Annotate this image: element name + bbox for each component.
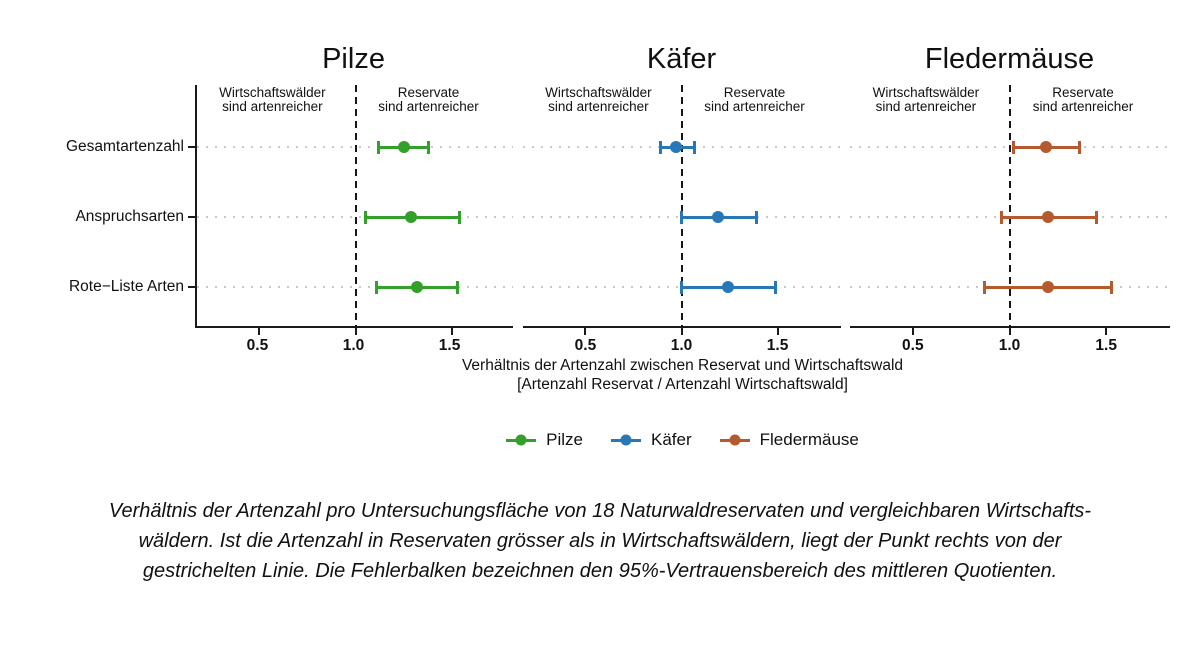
chart-panel-2: Wirtschaftswälder sind artenreicher Reserv… [850, 85, 1170, 335]
annotation-left-line1: Wirtschaftswälder [545, 85, 652, 100]
chart-panel-0: Wirtschaftswälder sind artenreicher Reserv… [195, 85, 513, 335]
legend-key-dot [729, 434, 741, 446]
y-category-label: Rote−Liste Arten [68, 278, 184, 295]
x-axis-tick [258, 328, 261, 335]
y-category-label: Gesamtartenzahl [65, 138, 184, 155]
legend-label: Fledermäuse [759, 430, 859, 449]
x-axis-tick [911, 328, 914, 335]
chart-panel-1: Wirtschaftswälder sind artenreicher Reserv… [523, 85, 841, 335]
y-axis-tick [188, 216, 195, 218]
x-axis-title-line2: [Artenzahl Reservat / Artenzahl Wirtscha… [517, 376, 848, 393]
annotation-right-line1: Reservate [723, 85, 786, 100]
error-bar-cap [754, 210, 758, 224]
annotation-right-line2: sind artenreicher [1032, 99, 1134, 114]
x-axis-tick [450, 328, 453, 335]
panel-title: Fledermäuse [924, 43, 1095, 75]
panel-title: Pilze [322, 43, 385, 75]
legend: Pilze Käfer Fledermäuse [195, 430, 1170, 450]
error-bar-cap [1077, 140, 1081, 154]
error-bar-cap [1000, 210, 1004, 224]
annotation-left-line2: sind artenreicher [548, 99, 649, 114]
error-bar-cap [680, 280, 684, 294]
x-axis-tick [584, 328, 587, 335]
x-tick-label: 0.5 [246, 337, 269, 354]
data-point [1042, 211, 1055, 223]
x-axis-tick [776, 328, 779, 335]
annotation-left-line2: sind artenreicher [222, 99, 323, 114]
reference-line [680, 85, 683, 326]
annotation-left: Wirtschaftswälder sind artenreicher [545, 86, 652, 114]
annotation-left-line1: Wirtschaftswälder [219, 85, 326, 100]
x-axis-tick [1105, 328, 1108, 335]
error-bar-cap [427, 140, 431, 154]
annotation-right-line2: sind artenreicher [378, 99, 479, 114]
annotation-right-line1: Reservate [397, 85, 460, 100]
reference-line [354, 85, 357, 326]
x-tick-label: 1.5 [438, 337, 461, 354]
x-tick-label: 1.0 [342, 337, 365, 354]
x-axis-title-line1: Verhältnis der Artenzahl zwischen Reserv… [461, 357, 904, 374]
data-point [712, 211, 725, 223]
legend-key-dot [515, 434, 527, 446]
x-axis-title: Verhältnis der Artenzahl zwischen Reserv… [195, 356, 1170, 394]
figure-caption: Verhältnis der Artenzahl pro Untersuchun… [0, 496, 1200, 586]
caption-line2: wäldern. Ist die Artenzahl in Reservaten… [138, 530, 1062, 552]
legend-key-icon [719, 433, 750, 447]
data-point [397, 141, 410, 153]
error-bar-cap [982, 280, 986, 294]
annotation-right-line1: Reservate [1052, 85, 1114, 100]
annotation-right: Reservate sind artenreicher [1033, 86, 1134, 114]
error-bar-cap [658, 140, 662, 154]
data-point [1042, 281, 1055, 293]
x-axis-tick [680, 328, 683, 335]
y-axis-tick [188, 286, 195, 288]
legend-entry-flederm-use: Fledermäuse [719, 430, 859, 450]
y-category-label: Anspruchsarten [75, 208, 184, 225]
legend-key-icon [611, 433, 641, 447]
data-point [405, 211, 418, 223]
data-point [669, 141, 682, 153]
caption-line3: gestrichelten Linie. Die Fehlerbalken be… [142, 560, 1058, 582]
legend-entry-k-fer: Käfer [611, 430, 692, 450]
reference-line [1008, 85, 1011, 326]
x-axis-tick [1008, 328, 1011, 335]
error-bar-cap [377, 140, 381, 154]
caption-line1: Verhältnis der Artenzahl pro Untersuchun… [108, 500, 1092, 522]
x-tick-label: 0.5 [574, 337, 597, 354]
annotation-right-line2: sind artenreicher [704, 99, 805, 114]
legend-label: Pilze [546, 430, 583, 449]
legend-key-icon [506, 433, 537, 447]
y-axis-tick [188, 146, 195, 148]
error-bar-cap [457, 210, 461, 224]
error-bar-cap [774, 280, 778, 294]
error-bar-cap [1110, 280, 1114, 294]
annotation-left: Wirtschaftswälder sind artenreicher [219, 86, 326, 114]
error-bar-cap [693, 140, 697, 154]
error-bar-cap [363, 210, 367, 224]
annotation-right: Reservate sind artenreicher [378, 86, 479, 114]
x-tick-label: 1.0 [998, 337, 1021, 354]
legend-entry-pilze: Pilze [506, 430, 583, 450]
annotation-left: Wirtschaftswälder sind artenreicher [873, 86, 980, 114]
legend-key-dot [620, 434, 632, 446]
panel-title: Käfer [646, 43, 717, 75]
annotation-right: Reservate sind artenreicher [704, 86, 805, 114]
error-bar-cap [375, 280, 379, 294]
data-point [1040, 141, 1053, 153]
annotation-left-line2: sind artenreicher [875, 99, 977, 114]
error-bar-cap [455, 280, 459, 294]
error-bar-cap [1095, 210, 1099, 224]
error-bar-cap [680, 210, 684, 224]
x-tick-label: 0.5 [902, 337, 924, 354]
x-tick-label: 1.5 [1095, 337, 1117, 354]
data-point [411, 281, 423, 293]
x-tick-label: 1.5 [766, 337, 789, 354]
annotation-left-line1: Wirtschaftswälder [872, 85, 980, 100]
legend-label: Käfer [651, 430, 692, 449]
data-point [721, 281, 734, 293]
error-bar-cap [1011, 140, 1015, 154]
x-axis-tick [354, 328, 357, 335]
x-tick-label: 1.0 [670, 337, 693, 354]
